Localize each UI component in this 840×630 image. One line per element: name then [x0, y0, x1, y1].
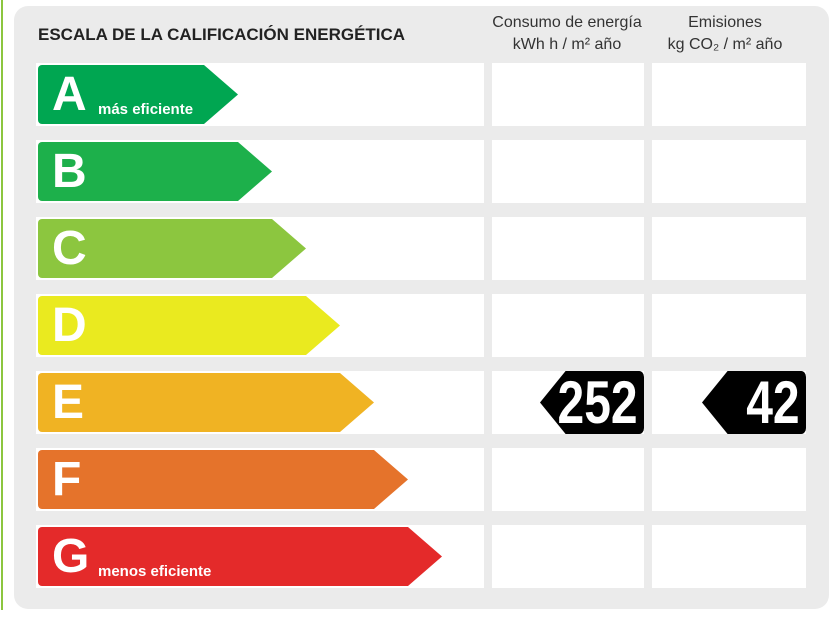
rating-letter: C	[52, 222, 87, 275]
rating-bar-cell: E	[36, 371, 484, 434]
rating-letter: G	[52, 530, 90, 583]
rating-row-b: B	[36, 140, 806, 203]
rating-arrow-f: F	[38, 450, 408, 509]
rating-letter: A	[52, 68, 87, 121]
rating-letter: B	[52, 145, 87, 198]
emissions-cell	[652, 140, 806, 203]
emissions-cell	[652, 525, 806, 588]
consumption-cell	[492, 140, 644, 203]
consumption-cell	[492, 448, 644, 511]
rating-row-f: F	[36, 448, 806, 511]
emissions-cell	[652, 63, 806, 126]
consumption-cell	[492, 217, 644, 280]
consumption-value-marker: 252	[540, 371, 644, 434]
rating-arrow-c: C	[38, 219, 306, 278]
consumption-cell	[492, 525, 644, 588]
emissions-cell	[652, 448, 806, 511]
rating-arrow-e: E	[38, 373, 374, 432]
rating-sublabel: menos eficiente	[98, 563, 212, 580]
consumption-header-unit: kWh h / m² año	[512, 36, 622, 53]
rating-letter: F	[52, 453, 82, 506]
rating-bar-cell: D	[36, 294, 484, 357]
rating-row-d: D	[36, 294, 806, 357]
rating-arrow-d: D	[38, 296, 340, 355]
emissions-value-marker: 42	[702, 371, 806, 434]
consumption-cell	[492, 294, 644, 357]
rating-arrow-b: B	[38, 142, 272, 201]
rating-letter: E	[52, 376, 85, 429]
rating-row-c: C	[36, 217, 806, 280]
emissions-column-header: Emisiones kg CO₂ / m² año	[645, 12, 805, 56]
rating-letter: D	[52, 299, 87, 352]
consumption-cell	[492, 63, 644, 126]
rating-bar-cell: F	[36, 448, 484, 511]
emissions-cell	[652, 294, 806, 357]
rating-bar-cell: C	[36, 217, 484, 280]
emissions-header-line1: Emisiones	[688, 14, 762, 31]
consumption-header-line1: Consumo de energía	[492, 14, 642, 31]
left-accent-line	[1, 0, 3, 610]
label-title: ESCALA DE LA CALIFICACIÓN ENERGÉTICA	[38, 25, 406, 44]
rating-sublabel: más eficiente	[98, 101, 194, 118]
consumption-column-header: Consumo de energía kWh h / m² año	[487, 12, 647, 56]
emissions-header-unit: kg CO₂ / m² año	[667, 36, 783, 53]
rating-row-e: E 252 42	[36, 371, 806, 434]
rating-bar-cell: B	[36, 140, 484, 203]
emissions-cell	[652, 217, 806, 280]
